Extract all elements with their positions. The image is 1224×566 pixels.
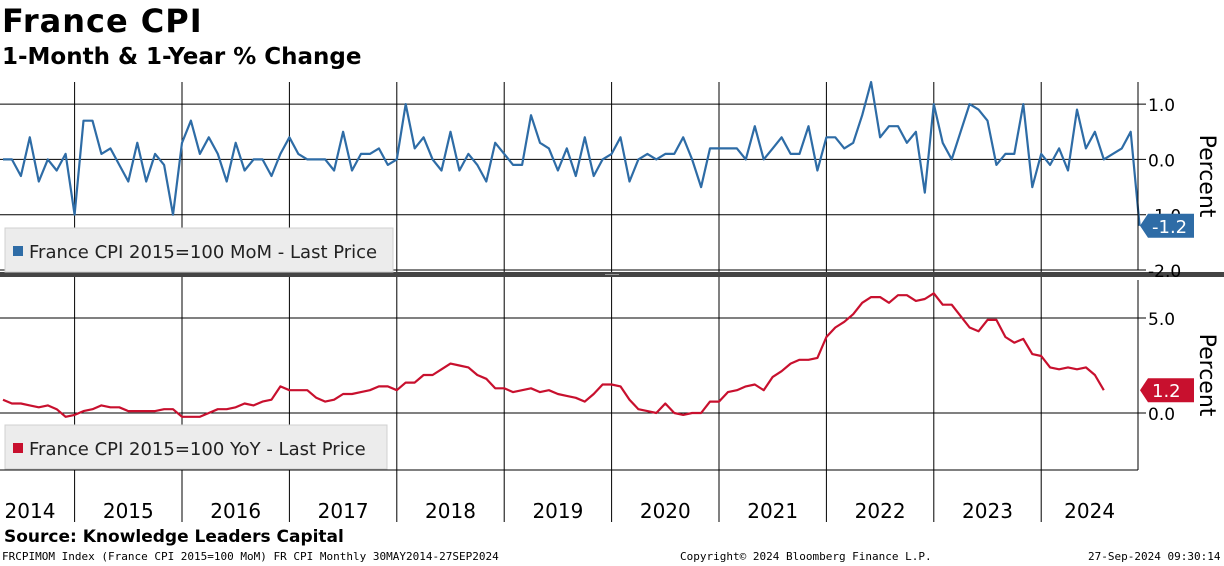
legend-label: France CPI 2015=100 MoM - Last Price xyxy=(29,242,377,263)
last-value-label: -1.2 xyxy=(1152,217,1187,238)
y-tick-label: 0.0 xyxy=(1148,405,1175,425)
x-tick-label: 2023 xyxy=(962,499,1013,523)
y-tick-label: 1.0 xyxy=(1148,96,1175,116)
x-tick-label: 2022 xyxy=(855,499,906,523)
y-axis-label: Percent xyxy=(1194,135,1219,218)
yoy-series-line xyxy=(2,292,1105,418)
last-value-tag xyxy=(1140,378,1194,403)
footer-index-info: FRCPIMOM Index (France CPI 2015=100 MoM)… xyxy=(2,550,499,563)
chart-subtitle: 1-Month & 1-Year % Change xyxy=(2,44,362,70)
source-note: Source: Knowledge Leaders Capital xyxy=(4,527,344,547)
x-tick-label: 2024 xyxy=(1064,499,1115,523)
x-tick-label: 2018 xyxy=(425,499,476,523)
last-value-tag xyxy=(1140,213,1194,238)
x-tick-label: 2015 xyxy=(103,499,154,523)
y-tick-label: 0.0 xyxy=(1148,151,1175,171)
x-tick-label: 2021 xyxy=(747,499,798,523)
y-tick-label: 5.0 xyxy=(1148,310,1175,330)
mom-series-line xyxy=(3,80,1141,226)
legend-swatch xyxy=(13,246,23,256)
chart-title: France CPI xyxy=(2,2,203,40)
x-tick-label: 2020 xyxy=(640,499,691,523)
last-value-label: 1.2 xyxy=(1152,381,1181,402)
x-tick-label: 2016 xyxy=(210,499,261,523)
x-tick-label: 2019 xyxy=(532,499,583,523)
y-tick-label: -2.0 xyxy=(1148,262,1181,282)
legend-box xyxy=(4,424,388,470)
x-tick-label: 2017 xyxy=(318,499,369,523)
legend-label: France CPI 2015=100 YoY - Last Price xyxy=(29,439,366,460)
y-axis-label: Percent xyxy=(1194,334,1219,417)
legend-box xyxy=(4,227,394,273)
footer-copyright: Copyright© 2024 Bloomberg Finance L.P. xyxy=(680,550,932,563)
legend-swatch xyxy=(13,443,23,453)
footer-timestamp: 27-Sep-2024 09:30:14 xyxy=(1088,550,1221,563)
x-tick-label: 2014 xyxy=(5,499,56,523)
